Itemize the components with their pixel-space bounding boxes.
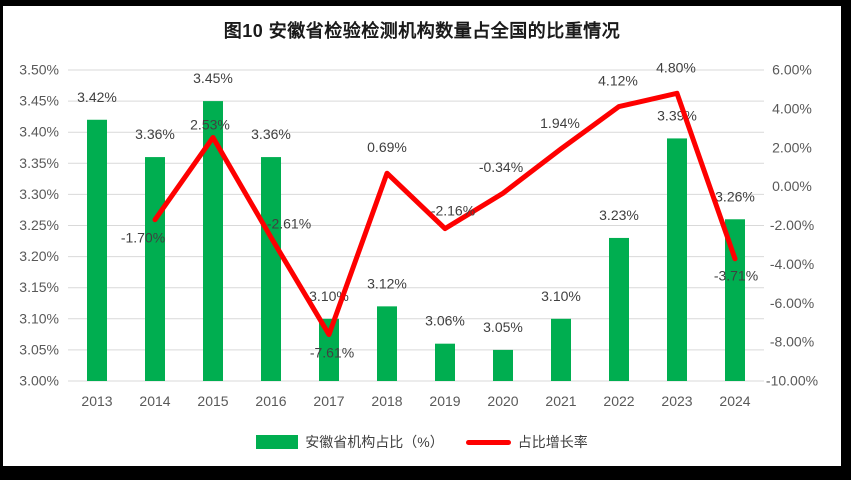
bar-label-2024: 3.26% xyxy=(715,188,755,204)
line-label-2017: -7.61% xyxy=(310,345,354,361)
x-axis-label-2018: 2018 xyxy=(371,393,402,409)
right-axis-tick: -6.00% xyxy=(770,295,814,311)
x-axis-label-2015: 2015 xyxy=(197,393,228,409)
bar-label-2021: 3.10% xyxy=(541,288,581,304)
x-axis-label-2021: 2021 xyxy=(545,393,576,409)
left-axis-tick: 3.45% xyxy=(19,93,59,109)
growth-rate-line xyxy=(152,90,738,338)
chart-title: 图10 安徽省检验检测机构数量占全国的比重情况 xyxy=(223,21,621,41)
x-axis-label-2019: 2019 xyxy=(429,393,460,409)
chart-canvas: 图10 安徽省检验检测机构数量占全国的比重情况 3.50% 3.45% 3.40% 3… xyxy=(3,6,841,466)
right-axis-tick: 0.00% xyxy=(772,178,812,194)
bar-2014 xyxy=(145,157,165,381)
left-axis-tick: 3.15% xyxy=(19,279,59,295)
right-axis-tick: -2.00% xyxy=(770,217,814,233)
x-axis-label-2014: 2014 xyxy=(139,393,170,409)
combo-chart: 3.50% 3.45% 3.40% 3.35% 3.30% 3.25% 3.20% 3.15%… xyxy=(19,59,818,409)
bar-label-2015: 3.45% xyxy=(193,70,233,86)
right-axis-tick: -8.00% xyxy=(770,334,814,350)
right-axis-tick: 4.00% xyxy=(772,100,812,116)
left-axis-tick: 3.35% xyxy=(19,155,59,171)
x-axis-label-2013: 2013 xyxy=(81,393,112,409)
bar-label-2014: 3.36% xyxy=(135,126,175,142)
chart-legend: 安徽省机构占比（%） 占比增长率 xyxy=(3,432,841,452)
left-axis-tick: 3.30% xyxy=(19,186,59,202)
x-axis-label-2024: 2024 xyxy=(719,393,750,409)
bar-2018 xyxy=(377,306,397,381)
line-label-2021: 1.94% xyxy=(540,115,580,131)
bar-2017 xyxy=(319,318,339,381)
left-axis-tick: 3.10% xyxy=(19,310,59,326)
bar-label-2022: 3.23% xyxy=(599,207,639,223)
legend-label-line-series: 占比增长率 xyxy=(517,434,588,450)
bar-2013 xyxy=(87,119,107,381)
line-series-swatch xyxy=(465,439,511,445)
bar-2021 xyxy=(551,318,571,381)
line-label-2019: -2.16% xyxy=(431,203,475,219)
left-axis-tick: 3.00% xyxy=(19,373,59,389)
line-label-2018: 0.69% xyxy=(367,139,407,155)
line-label-2015: 2.53% xyxy=(190,116,230,132)
x-axis-label-2023: 2023 xyxy=(661,393,692,409)
bar-2019 xyxy=(435,343,455,381)
left-axis-tick: 3.40% xyxy=(19,124,59,140)
legend-item-line-series: 占比增长率 xyxy=(465,432,588,452)
right-axis-tick: -4.00% xyxy=(770,256,814,272)
line-label-2016: -2.61% xyxy=(267,215,311,231)
bar-2016 xyxy=(261,157,281,381)
x-axis-label-2022: 2022 xyxy=(603,393,634,409)
bar-label-2023: 3.39% xyxy=(657,107,697,123)
left-axis-tick: 3.25% xyxy=(19,217,59,233)
x-axis-label-2017: 2017 xyxy=(313,393,344,409)
legend-item-bar-series: 安徽省机构占比（%） xyxy=(256,432,444,452)
bar-label-2018: 3.12% xyxy=(367,275,407,291)
bar-2015 xyxy=(203,101,223,381)
bar-2020 xyxy=(493,349,513,381)
bar-label-2013: 3.42% xyxy=(77,89,117,105)
right-axis-tick: 6.00% xyxy=(772,62,812,78)
right-axis-tick: -10.00% xyxy=(766,373,818,389)
left-axis-tick: 3.50% xyxy=(19,62,59,78)
bar-series-swatch xyxy=(256,435,299,449)
bar-label-2016: 3.36% xyxy=(251,126,291,142)
left-axis-tick: 3.05% xyxy=(19,341,59,357)
line-label-2023: 4.80% xyxy=(656,59,696,75)
legend-label-bar-series: 安徽省机构占比（%） xyxy=(305,434,444,450)
line-label-2024: -3.71% xyxy=(714,268,758,284)
bar-2023 xyxy=(667,138,687,381)
line-label-2022: 4.12% xyxy=(598,73,638,89)
bar-2022 xyxy=(609,237,629,381)
left-axis-tick: 3.20% xyxy=(19,248,59,264)
line-label-2020: -0.34% xyxy=(479,159,523,175)
line-label-2014: -1.70% xyxy=(121,230,165,246)
x-axis-label-2020: 2020 xyxy=(487,393,518,409)
bar-label-2019: 3.06% xyxy=(425,313,465,329)
x-axis-label-2016: 2016 xyxy=(255,393,286,409)
bar-2024 xyxy=(725,219,745,381)
right-axis-tick: 2.00% xyxy=(772,139,812,155)
bar-label-2020: 3.05% xyxy=(483,319,523,335)
